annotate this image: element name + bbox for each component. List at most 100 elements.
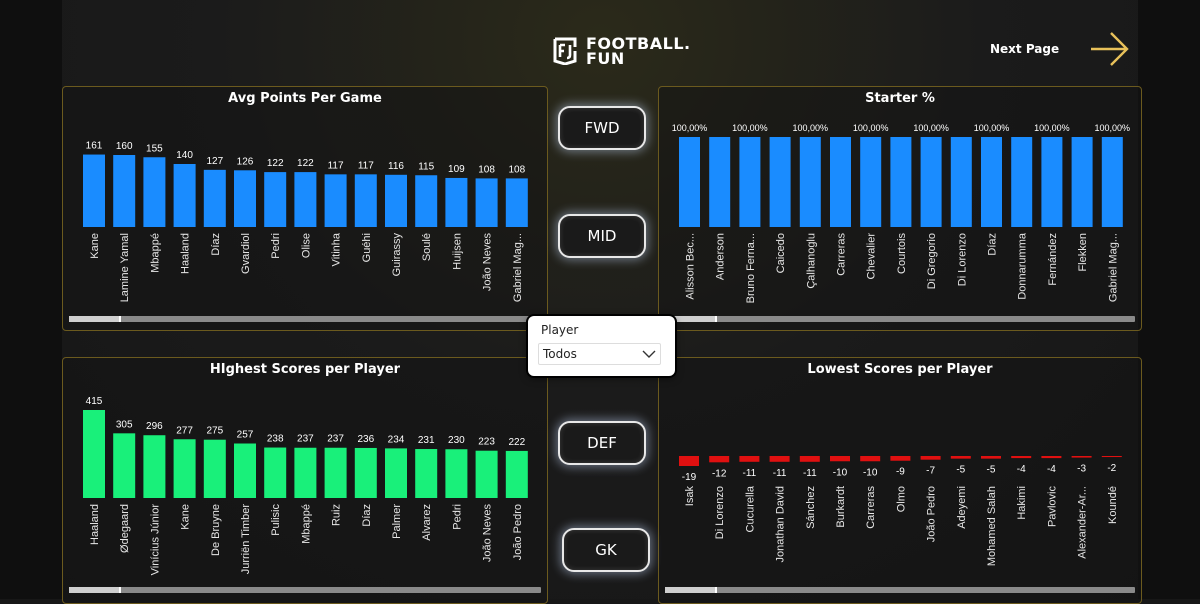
highest-scores-scroll-thumb[interactable] bbox=[69, 587, 121, 593]
lowest-tick-label: Mohamed Salah bbox=[986, 486, 998, 566]
starter-tick-label: Donnarumma bbox=[1017, 232, 1029, 300]
avg-data-label: 140 bbox=[176, 150, 193, 161]
starter-scrollbar[interactable] bbox=[665, 316, 1135, 322]
highest-data-label: 223 bbox=[478, 437, 495, 448]
starter-bar bbox=[890, 137, 912, 227]
avg-points-panel: Avg Points Per Game 161 Kane 160 Lamine Yam… bbox=[62, 86, 548, 331]
starter-tick-label: Bruno Ferna... bbox=[745, 233, 757, 303]
starter-data-label: 100,00% bbox=[732, 123, 768, 133]
avg-tick-label: Haaland bbox=[180, 233, 192, 274]
highest-scores-panel: HIghest Scores per Player 415 Haaland 305 Ø… bbox=[62, 357, 548, 604]
highest-data-label: 237 bbox=[327, 434, 344, 445]
avg-data-label: 161 bbox=[86, 141, 103, 152]
lowest-tick-label: Burkardt bbox=[835, 486, 847, 528]
highest-scores-scrollbar[interactable] bbox=[69, 587, 541, 593]
lowest-data-label: -4 bbox=[1047, 464, 1056, 475]
avg-data-label: 115 bbox=[418, 161, 434, 172]
lowest-bar bbox=[709, 456, 730, 463]
avg-tick-label: Olise bbox=[300, 233, 312, 258]
lowest-data-label: -11 bbox=[743, 468, 757, 479]
highest-tick-label: Pedri bbox=[451, 504, 463, 530]
highest-tick-label: João Neves bbox=[482, 504, 494, 563]
avg-bar bbox=[354, 174, 377, 227]
player-dropdown-value: Todos bbox=[543, 347, 577, 361]
starter-data-label: 100,00% bbox=[793, 123, 829, 133]
highest-tick-label: De Bruyne bbox=[210, 504, 222, 556]
highest-tick-label: Mbappé bbox=[300, 504, 312, 544]
lowest-bar bbox=[1011, 456, 1032, 459]
avg-bar bbox=[385, 174, 407, 227]
starter-bar bbox=[830, 137, 851, 227]
lowest-scores-panel: Lowest Scores per Player -19 Isak -12 Di Lo… bbox=[658, 357, 1142, 604]
avg-points-scroll-thumb[interactable] bbox=[69, 316, 121, 322]
avg-data-label: 127 bbox=[206, 156, 223, 167]
lowest-tick-label: Olmo bbox=[895, 486, 907, 512]
fwd-button[interactable]: FWD bbox=[558, 106, 646, 150]
lowest-data-label: -5 bbox=[987, 465, 996, 476]
brand-line-1: FOOTBALL. bbox=[586, 34, 691, 53]
player-dropdown[interactable]: Todos bbox=[538, 343, 661, 365]
avg-tick-label: Guéhi bbox=[361, 233, 373, 262]
starter-scroll-thumb[interactable] bbox=[665, 316, 717, 322]
lowest-data-label: -19 bbox=[682, 472, 697, 483]
lowest-scores-scrollbar[interactable] bbox=[665, 587, 1135, 593]
highest-scores-title: HIghest Scores per Player bbox=[209, 362, 401, 377]
mid-button[interactable]: MID bbox=[558, 214, 646, 258]
starter-data-label: 100,00% bbox=[1095, 123, 1131, 133]
avg-tick-label: Guirassy bbox=[391, 233, 403, 277]
highest-data-label: 230 bbox=[448, 435, 465, 446]
next-page-button[interactable]: Next Page bbox=[990, 30, 1131, 68]
avg-data-label: 108 bbox=[478, 164, 495, 175]
avg-tick-label: Gabriel Mag... bbox=[512, 233, 524, 302]
lowest-data-label: -4 bbox=[1017, 464, 1026, 475]
avg-bar bbox=[505, 178, 528, 227]
gk-button[interactable]: GK bbox=[562, 528, 650, 572]
highest-tick-label: Vinícius Júnior bbox=[149, 504, 161, 576]
starter-bar bbox=[739, 137, 761, 227]
starter-data-label: 100,00% bbox=[974, 123, 1010, 133]
lowest-scores-chart: -19 Isak -12 Di Lorenzo -11 Cucurella -11 Jonat… bbox=[679, 456, 1122, 566]
highest-data-label: 231 bbox=[418, 435, 435, 446]
avg-points-scrollbar[interactable] bbox=[69, 316, 541, 322]
highest-data-label: 237 bbox=[297, 434, 314, 445]
lowest-bar bbox=[1101, 456, 1122, 458]
lowest-bar bbox=[860, 456, 881, 462]
avg-bar bbox=[203, 169, 226, 227]
lowest-data-label: -10 bbox=[833, 467, 848, 478]
avg-data-label: 122 bbox=[297, 158, 314, 169]
starter-tick-label: Flekken bbox=[1077, 233, 1089, 272]
highest-bar bbox=[173, 439, 196, 498]
starter-tick-label: Fernández bbox=[1047, 233, 1059, 286]
starter-tick-label: Di Gregorio bbox=[926, 233, 938, 289]
highest-bar bbox=[143, 435, 166, 498]
starter-bar bbox=[981, 137, 1002, 227]
lowest-bar bbox=[950, 456, 971, 459]
highest-data-label: 305 bbox=[116, 419, 133, 430]
lowest-bar bbox=[739, 456, 760, 462]
lowest-data-label: -9 bbox=[896, 467, 905, 478]
highest-bar bbox=[354, 447, 377, 498]
lowest-tick-label: Pavlovic bbox=[1046, 486, 1058, 527]
avg-tick-label: Lamine Yamal bbox=[119, 233, 131, 302]
def-button[interactable]: DEF bbox=[558, 421, 646, 465]
lowest-bar bbox=[679, 456, 699, 466]
lowest-bar bbox=[799, 456, 820, 462]
avg-data-label: 122 bbox=[267, 158, 284, 169]
lowest-scores-scroll-thumb[interactable] bbox=[665, 587, 717, 593]
starter-tick-label: Courtois bbox=[896, 233, 908, 274]
avg-bar bbox=[113, 155, 136, 227]
lowest-data-label: -12 bbox=[712, 468, 727, 479]
brand-line-2: FUN bbox=[586, 49, 625, 68]
highest-bar bbox=[264, 447, 287, 498]
starter-data-label: 100,00% bbox=[672, 123, 708, 133]
lowest-tick-label: Carreras bbox=[865, 486, 877, 529]
avg-data-label: 117 bbox=[328, 160, 344, 171]
highest-tick-label: Kane bbox=[180, 504, 192, 530]
starter-tick-label: Chevalier bbox=[866, 233, 878, 280]
starter-bar bbox=[679, 137, 700, 227]
highest-bar bbox=[324, 447, 347, 498]
lowest-data-label: -2 bbox=[1107, 463, 1116, 474]
starter-title: Starter % bbox=[865, 91, 935, 106]
lowest-bar bbox=[769, 456, 790, 462]
starter-bar bbox=[1071, 137, 1093, 227]
